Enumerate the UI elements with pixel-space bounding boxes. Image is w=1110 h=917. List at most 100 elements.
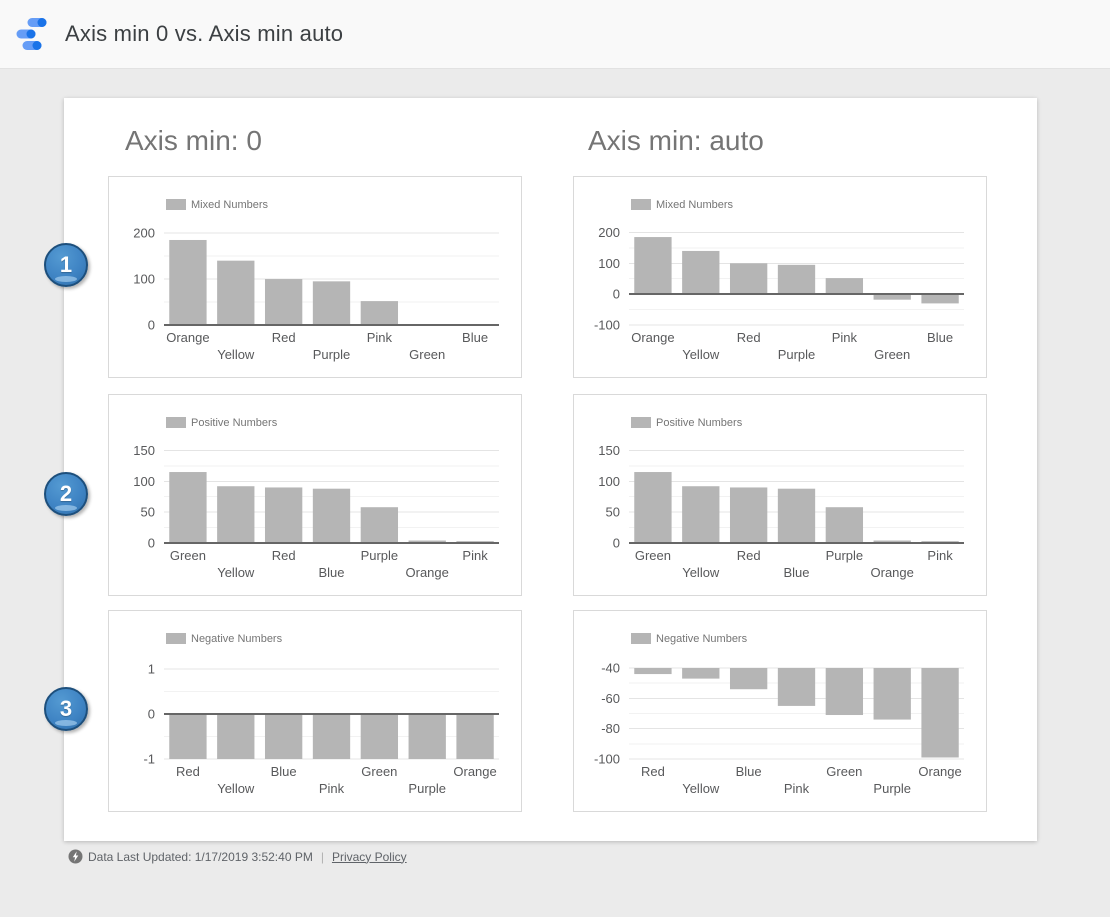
bar-pink[interactable]: [360, 301, 399, 325]
legend-label: Mixed Numbers: [191, 199, 269, 211]
bar-yellow[interactable]: [682, 668, 720, 679]
bar-orange[interactable]: [873, 540, 911, 543]
chart-positive-min0[interactable]: 150 100 50 0 Green Yellow Red Blue Purple Orange P…: [108, 394, 522, 596]
y-tick-label: 100: [133, 474, 155, 489]
report-page: Axis min: 0 Axis min: auto 200 100 0 Orange…: [0, 98, 1110, 864]
bar-purple[interactable]: [360, 507, 399, 543]
lightning-icon: [68, 849, 83, 864]
bar-purple[interactable]: [825, 507, 864, 543]
x-category-label: Orange: [918, 764, 961, 779]
x-category-label: Green: [826, 764, 862, 779]
x-category-label: Yellow: [217, 347, 255, 362]
y-tick-label: 0: [148, 707, 155, 722]
y-tick-label: 150: [598, 443, 620, 458]
bar-red[interactable]: [634, 668, 672, 675]
x-category-label: Purple: [873, 781, 911, 796]
x-category-label: Yellow: [217, 781, 255, 796]
x-category-label: Blue: [736, 764, 762, 779]
x-category-label: Pink: [367, 330, 393, 345]
x-category-label: Green: [361, 764, 397, 779]
x-category-label: Pink: [927, 548, 953, 563]
bar-red[interactable]: [264, 487, 303, 543]
chart-mixed-auto[interactable]: 200 100 0 -100 Orange Yellow Red Purple Pink Gree…: [573, 176, 987, 378]
y-tick-label: -80: [601, 721, 620, 736]
x-category-label: Blue: [318, 565, 344, 580]
chart-positive-auto[interactable]: 150 100 50 0 Green Yellow Red Blue Purple Orange P…: [573, 394, 987, 596]
bar-orange[interactable]: [169, 239, 207, 325]
x-category-label: Green: [170, 548, 206, 563]
x-category-label: Pink: [319, 781, 345, 796]
y-tick-label: -60: [601, 691, 620, 706]
bar-pink[interactable]: [777, 668, 816, 706]
y-tick-label: 100: [598, 256, 620, 271]
x-category-label: Blue: [271, 764, 297, 779]
bar-blue[interactable]: [777, 488, 816, 543]
bar-blue[interactable]: [264, 714, 303, 759]
bar-red[interactable]: [729, 487, 768, 543]
y-tick-label: 50: [141, 505, 155, 520]
legend-swatch: [631, 417, 651, 428]
chart-mixed-min0[interactable]: 200 100 0 Orange Yellow Red Purple Pink Green Blu…: [108, 176, 522, 378]
x-category-label: Red: [272, 548, 296, 563]
bar-purple[interactable]: [312, 281, 351, 325]
bar-orange[interactable]: [634, 237, 672, 295]
bar-green[interactable]: [825, 668, 864, 716]
y-tick-label: 0: [148, 318, 155, 333]
bar-green[interactable]: [634, 472, 672, 543]
bar-orange[interactable]: [921, 668, 959, 758]
y-tick-label: 200: [598, 225, 620, 240]
chart-negative-auto[interactable]: -40 -60 -80 -100 Red Yellow Blue Pink Green Purpl…: [573, 610, 987, 812]
bar-blue[interactable]: [312, 488, 351, 543]
bar-yellow[interactable]: [682, 486, 720, 543]
x-category-label: Yellow: [682, 347, 720, 362]
y-tick-label: -100: [594, 318, 620, 333]
bar-yellow[interactable]: [217, 714, 255, 759]
legend-label: Negative Numbers: [656, 633, 748, 645]
step-badge-2: 2: [44, 472, 88, 516]
report-footer: Data Last Updated: 1/17/2019 3:52:40 PM …: [68, 849, 1110, 864]
x-category-label: Purple: [361, 548, 399, 563]
x-category-label: Green: [635, 548, 671, 563]
y-tick-label: 200: [133, 226, 155, 241]
y-tick-label: -100: [594, 752, 620, 767]
bar-yellow[interactable]: [682, 250, 720, 295]
bar-green[interactable]: [873, 294, 911, 300]
bar-green[interactable]: [360, 714, 399, 759]
x-category-label: Purple: [408, 781, 446, 796]
bar-red[interactable]: [264, 279, 303, 325]
bar-blue[interactable]: [729, 668, 768, 690]
bar-orange[interactable]: [456, 714, 494, 759]
bar-red[interactable]: [169, 714, 207, 759]
bar-pink[interactable]: [312, 714, 351, 759]
bar-purple[interactable]: [873, 668, 911, 720]
legend-label: Mixed Numbers: [656, 199, 734, 211]
y-tick-label: 100: [133, 272, 155, 287]
x-category-label: Purple: [313, 347, 351, 362]
bar-yellow[interactable]: [217, 260, 255, 325]
bar-red[interactable]: [729, 263, 768, 295]
x-category-label: Blue: [462, 330, 488, 345]
x-category-label: Orange: [453, 764, 496, 779]
bar-purple[interactable]: [408, 714, 446, 759]
y-tick-label: 100: [598, 474, 620, 489]
legend-swatch: [166, 199, 186, 210]
footer-separator: |: [320, 849, 324, 864]
x-category-label: Green: [409, 347, 445, 362]
step-badge-3: 3: [44, 687, 88, 731]
bar-pink[interactable]: [825, 278, 864, 295]
column-heading-axis-min-0: Axis min: 0: [125, 125, 262, 156]
x-category-label: Red: [641, 764, 665, 779]
data-studio-logo-icon[interactable]: [16, 17, 50, 51]
x-category-label: Blue: [927, 330, 953, 345]
bar-orange[interactable]: [408, 540, 446, 543]
bar-purple[interactable]: [777, 264, 816, 295]
bar-yellow[interactable]: [217, 486, 255, 543]
x-category-label: Purple: [826, 548, 864, 563]
privacy-policy-link[interactable]: Privacy Policy: [331, 849, 407, 864]
step-badge-2-label: 2: [59, 481, 73, 506]
bar-blue[interactable]: [921, 294, 959, 304]
x-category-label: Yellow: [682, 781, 720, 796]
bar-green[interactable]: [169, 472, 207, 543]
x-category-label: Orange: [406, 565, 449, 580]
chart-negative-min0[interactable]: 1 0 -1 Red Yellow Blue Pink Green Purple Orange Ne…: [108, 610, 522, 812]
